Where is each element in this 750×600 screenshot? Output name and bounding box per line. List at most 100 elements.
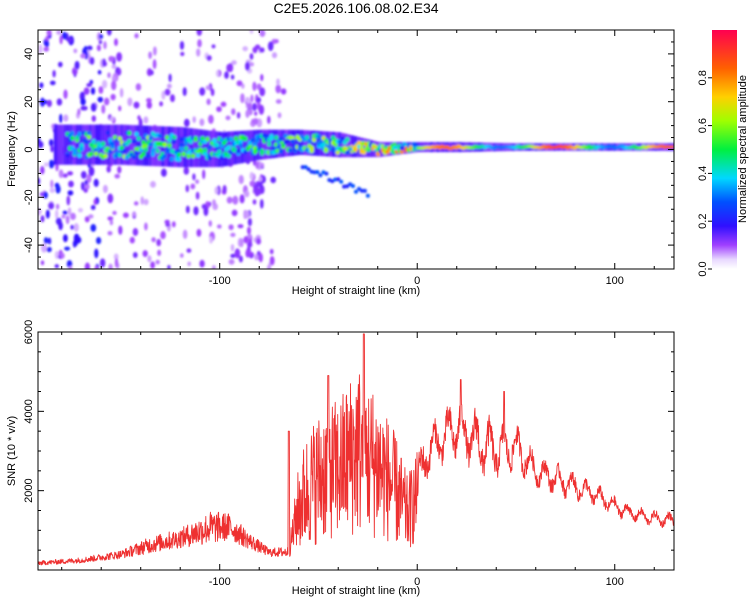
spectrogram-noise-cell	[134, 33, 139, 39]
spectrogram-noise-cell	[80, 105, 86, 111]
spectrogram-ridge-cell	[276, 144, 281, 150]
spectrogram-halo-cell	[69, 124, 73, 165]
spectrogram-noise-cell	[142, 250, 148, 258]
spectrogram-noise-cell	[91, 115, 97, 122]
spectrogram-noise-cell	[73, 48, 78, 54]
spectrogram-ridge-cell	[238, 143, 243, 149]
spectrogram-noise-cell	[275, 99, 282, 104]
spectrogram-noise-cell	[211, 265, 216, 269]
spectrogram-noise-cell	[271, 52, 278, 59]
spectrogram-branch-cell	[303, 165, 308, 170]
spectrogram-ridge-cell	[110, 141, 115, 146]
spectrogram-noise-cell	[249, 62, 254, 67]
spectrogram-branch-cell	[365, 193, 370, 198]
spectrogram-noise-cell	[245, 61, 250, 71]
spectrogram-noise-cell	[259, 199, 264, 209]
spectrogram-halo-cell	[294, 129, 298, 156]
spectrogram-halo-cell	[75, 124, 80, 165]
snr-xtick-label: 100	[606, 576, 624, 588]
spectrogram-noise-cell	[83, 183, 90, 190]
page-title: C2E5.2026.106.08.02.E34	[273, 0, 438, 16]
spectrogram-branch-cell	[342, 184, 347, 189]
spectrogram-noise-cell	[131, 212, 137, 217]
spectrogram-ridge-cell	[176, 152, 182, 158]
spectrogram-noise-cell	[254, 254, 259, 261]
snr-panel: -100 0 100 2000 4000 6000 Height of straight …	[6, 320, 675, 597]
spectrogram-noise-cell	[148, 51, 152, 59]
spectrogram-noise-cell	[267, 264, 272, 269]
spectrogram-ridge-cell	[165, 149, 170, 154]
spectrogram-noise-cell	[269, 248, 274, 255]
spectrogram-noise-cell	[66, 195, 71, 206]
spectrogram-noise-cell	[280, 88, 287, 95]
spectrogram-noise-cell	[97, 70, 102, 75]
spectrogram-ridge-cell	[413, 142, 419, 148]
spectrogram-noise-cell	[150, 261, 155, 269]
spectrogram-ridge-cell	[176, 157, 182, 162]
spectrogram-ridge-cell	[252, 142, 258, 148]
spectrogram-ridge-cell	[285, 138, 291, 144]
spectrogram-halo-cell	[221, 131, 225, 167]
spectrogram-noise-cell	[52, 69, 56, 78]
spectrogram-noise-cell	[274, 39, 279, 44]
spectrogram-noise-cell	[187, 261, 192, 267]
spectrogram-noise-cell	[202, 169, 206, 180]
spectrogram-branch-cell	[339, 179, 344, 184]
spectrogram-noise-cell	[230, 243, 235, 252]
spectrogram-noise-cell	[114, 38, 118, 47]
spectrogram-noise-cell	[54, 264, 59, 269]
spectrogram-ridge-cell	[89, 151, 94, 157]
spectrogram-ridge-cell	[183, 146, 189, 151]
spectrogram-noise-cell	[83, 188, 88, 193]
spectrogram-ridge-cell	[103, 153, 108, 159]
spectrogram-noise-cell	[185, 205, 190, 214]
spectrogram-ridge-cell	[79, 146, 85, 152]
spectrogram-noise-cell	[80, 98, 86, 106]
spectrogram-noise-cell	[238, 174, 244, 185]
spectrogram-noise-cell	[245, 98, 251, 104]
spectrogram-noise-cell	[254, 44, 261, 50]
spectrogram-ridge-cell	[229, 136, 234, 142]
spectrogram-halo-cell	[57, 124, 61, 165]
spectrogram-noise-cell	[151, 237, 156, 243]
spectrogram-noise-cell	[239, 194, 245, 204]
spectrogram-noise-cell	[64, 246, 71, 251]
spectrogram-noise-cell	[250, 94, 254, 103]
spectrogram-noise-cell	[94, 248, 99, 259]
spectrogram-ridge-cell	[134, 131, 139, 137]
spectrogram-ridge-cell	[108, 149, 113, 154]
spectrogram-branch-cell	[336, 177, 341, 182]
spectrogram-noise-cell	[249, 171, 254, 180]
spectrogram-ridge-cell	[162, 153, 167, 159]
spectrogram-noise-cell	[164, 88, 171, 96]
spectrogram-noise-cell	[258, 176, 263, 182]
spectrogram-noise-cell	[267, 115, 271, 125]
spectrogram-noise-cell	[46, 99, 52, 108]
spectrogram-noise-cell	[90, 87, 96, 95]
spectrogram-noise-cell	[153, 46, 157, 56]
spectrogram-xtick-label: 0	[414, 275, 420, 287]
spectrogram-noise-cell	[43, 237, 49, 244]
spectrogram-ridge-cell	[226, 153, 231, 159]
spectrogram-ridge-cell	[266, 141, 272, 147]
spectrogram-ridge-cell	[340, 136, 345, 142]
spectrogram-noise-cell	[99, 258, 106, 268]
spectrogram-noise-cell	[231, 60, 237, 65]
spectrogram-noise-cell	[127, 97, 133, 107]
spectrogram-noise-cell	[195, 179, 200, 184]
spectrogram-ridge-cell	[238, 139, 243, 145]
spectrogram-ridge-cell	[122, 148, 127, 154]
spectrogram-halo-cell	[173, 126, 178, 167]
spectrogram-branch-cell	[330, 179, 335, 184]
spectrogram-noise-cell	[111, 75, 117, 83]
spectrogram-branch-cell	[345, 184, 350, 189]
spectrogram-noise-cell	[246, 101, 253, 110]
spectrogram-noise-cell	[214, 186, 219, 195]
spectrogram-branch-cell	[362, 188, 367, 193]
spectrogram-ridge-cell	[321, 142, 326, 148]
spectrogram-noise-cell	[159, 101, 163, 107]
spectrogram-ridge-cell	[84, 139, 89, 145]
spectrogram-noise-cell	[55, 184, 61, 194]
spectrogram-noise-cell	[182, 87, 187, 97]
spectrogram-noise-cell	[236, 111, 241, 119]
